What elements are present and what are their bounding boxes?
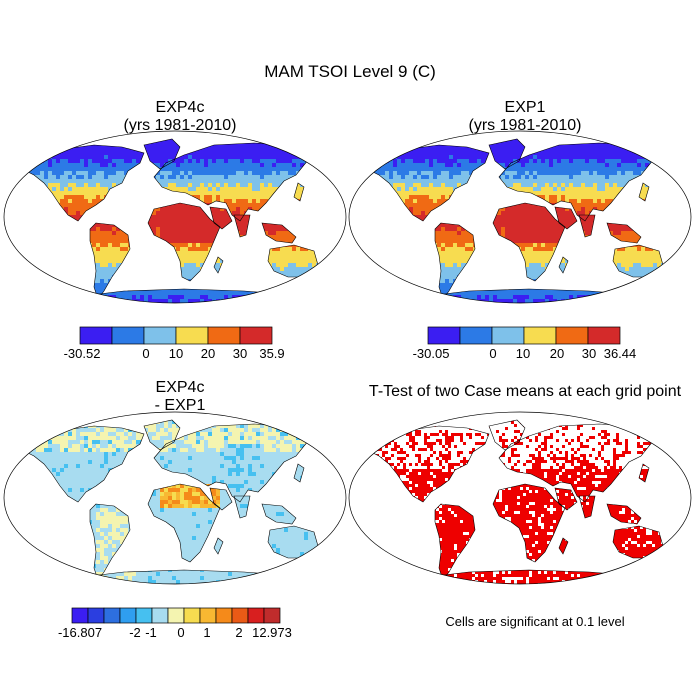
coastline-eurasia [153,142,315,222]
panel-title-line-1: EXP4c [155,379,205,396]
coastline-madagascar [558,537,569,555]
panel-title-line-1: T-Test of two Case means at each grid po… [368,383,682,400]
coastline-greenland [488,419,526,451]
coastline-eurasia [498,142,660,222]
coastline-greenland [143,138,181,170]
coastline-seasia [606,503,642,525]
coastline-madagascar [213,256,224,274]
coastline-japan [638,463,650,483]
coastline-seasia [606,222,642,244]
panel-title-diff: EXP4c - EXP1 [60,379,300,415]
panel-title-exp1: EXP1 (yrs 1981-2010) [405,99,645,135]
coastline-arabia [554,206,578,230]
coastline-eurasia [498,423,660,503]
map-border [3,411,347,585]
panel-title-exp4c: EXP4c (yrs 1981-2010) [60,99,300,135]
panel-title-line-2: (yrs 1981-2010) [468,117,582,134]
coastline-india [233,495,251,519]
map-border [348,411,692,585]
coastline-namerica [25,144,145,222]
coastline-namerica [370,144,490,222]
coastline-madagascar [213,537,224,555]
coastline-arabia [209,206,233,230]
coastline-namerica [370,425,490,503]
coastline-greenland [143,419,181,451]
panel-title-line-1: EXP1 [504,99,546,116]
coastline-seasia [261,222,297,244]
coastline-africa [147,202,221,282]
map-exp4c [3,130,347,304]
coastline-india [233,214,251,238]
coastline-arabia [209,487,233,511]
coastline-eurasia [153,423,315,503]
coastline-japan [638,182,650,202]
coastline-arabia [554,487,578,511]
coastline-africa [492,483,566,563]
map-border [3,130,347,304]
panel-title-line-2: - EXP1 [154,397,206,414]
map-exp1 [348,130,692,304]
panel-title-line-2: (yrs 1981-2010) [123,117,237,134]
coastline-india [578,495,596,519]
coastline-madagascar [558,256,569,274]
coastline-africa [147,483,221,563]
coastline-seasia [261,503,297,525]
coastline-namerica [25,425,145,503]
map-border [348,130,692,304]
coastline-japan [293,182,305,202]
coastline-india [578,214,596,238]
coastline-greenland [488,138,526,170]
significance-footnote: Cells are significant at 0.1 level [445,614,625,629]
panel-title-ttest: T-Test of two Case means at each grid po… [350,383,700,401]
map-ttest [348,411,692,585]
panel-title-line-1: EXP4c [155,99,205,116]
coastline-africa [492,202,566,282]
figure-title: MAM TSOI Level 9 (C) [264,62,436,81]
coastline-japan [293,463,305,483]
map-diff [3,411,347,585]
